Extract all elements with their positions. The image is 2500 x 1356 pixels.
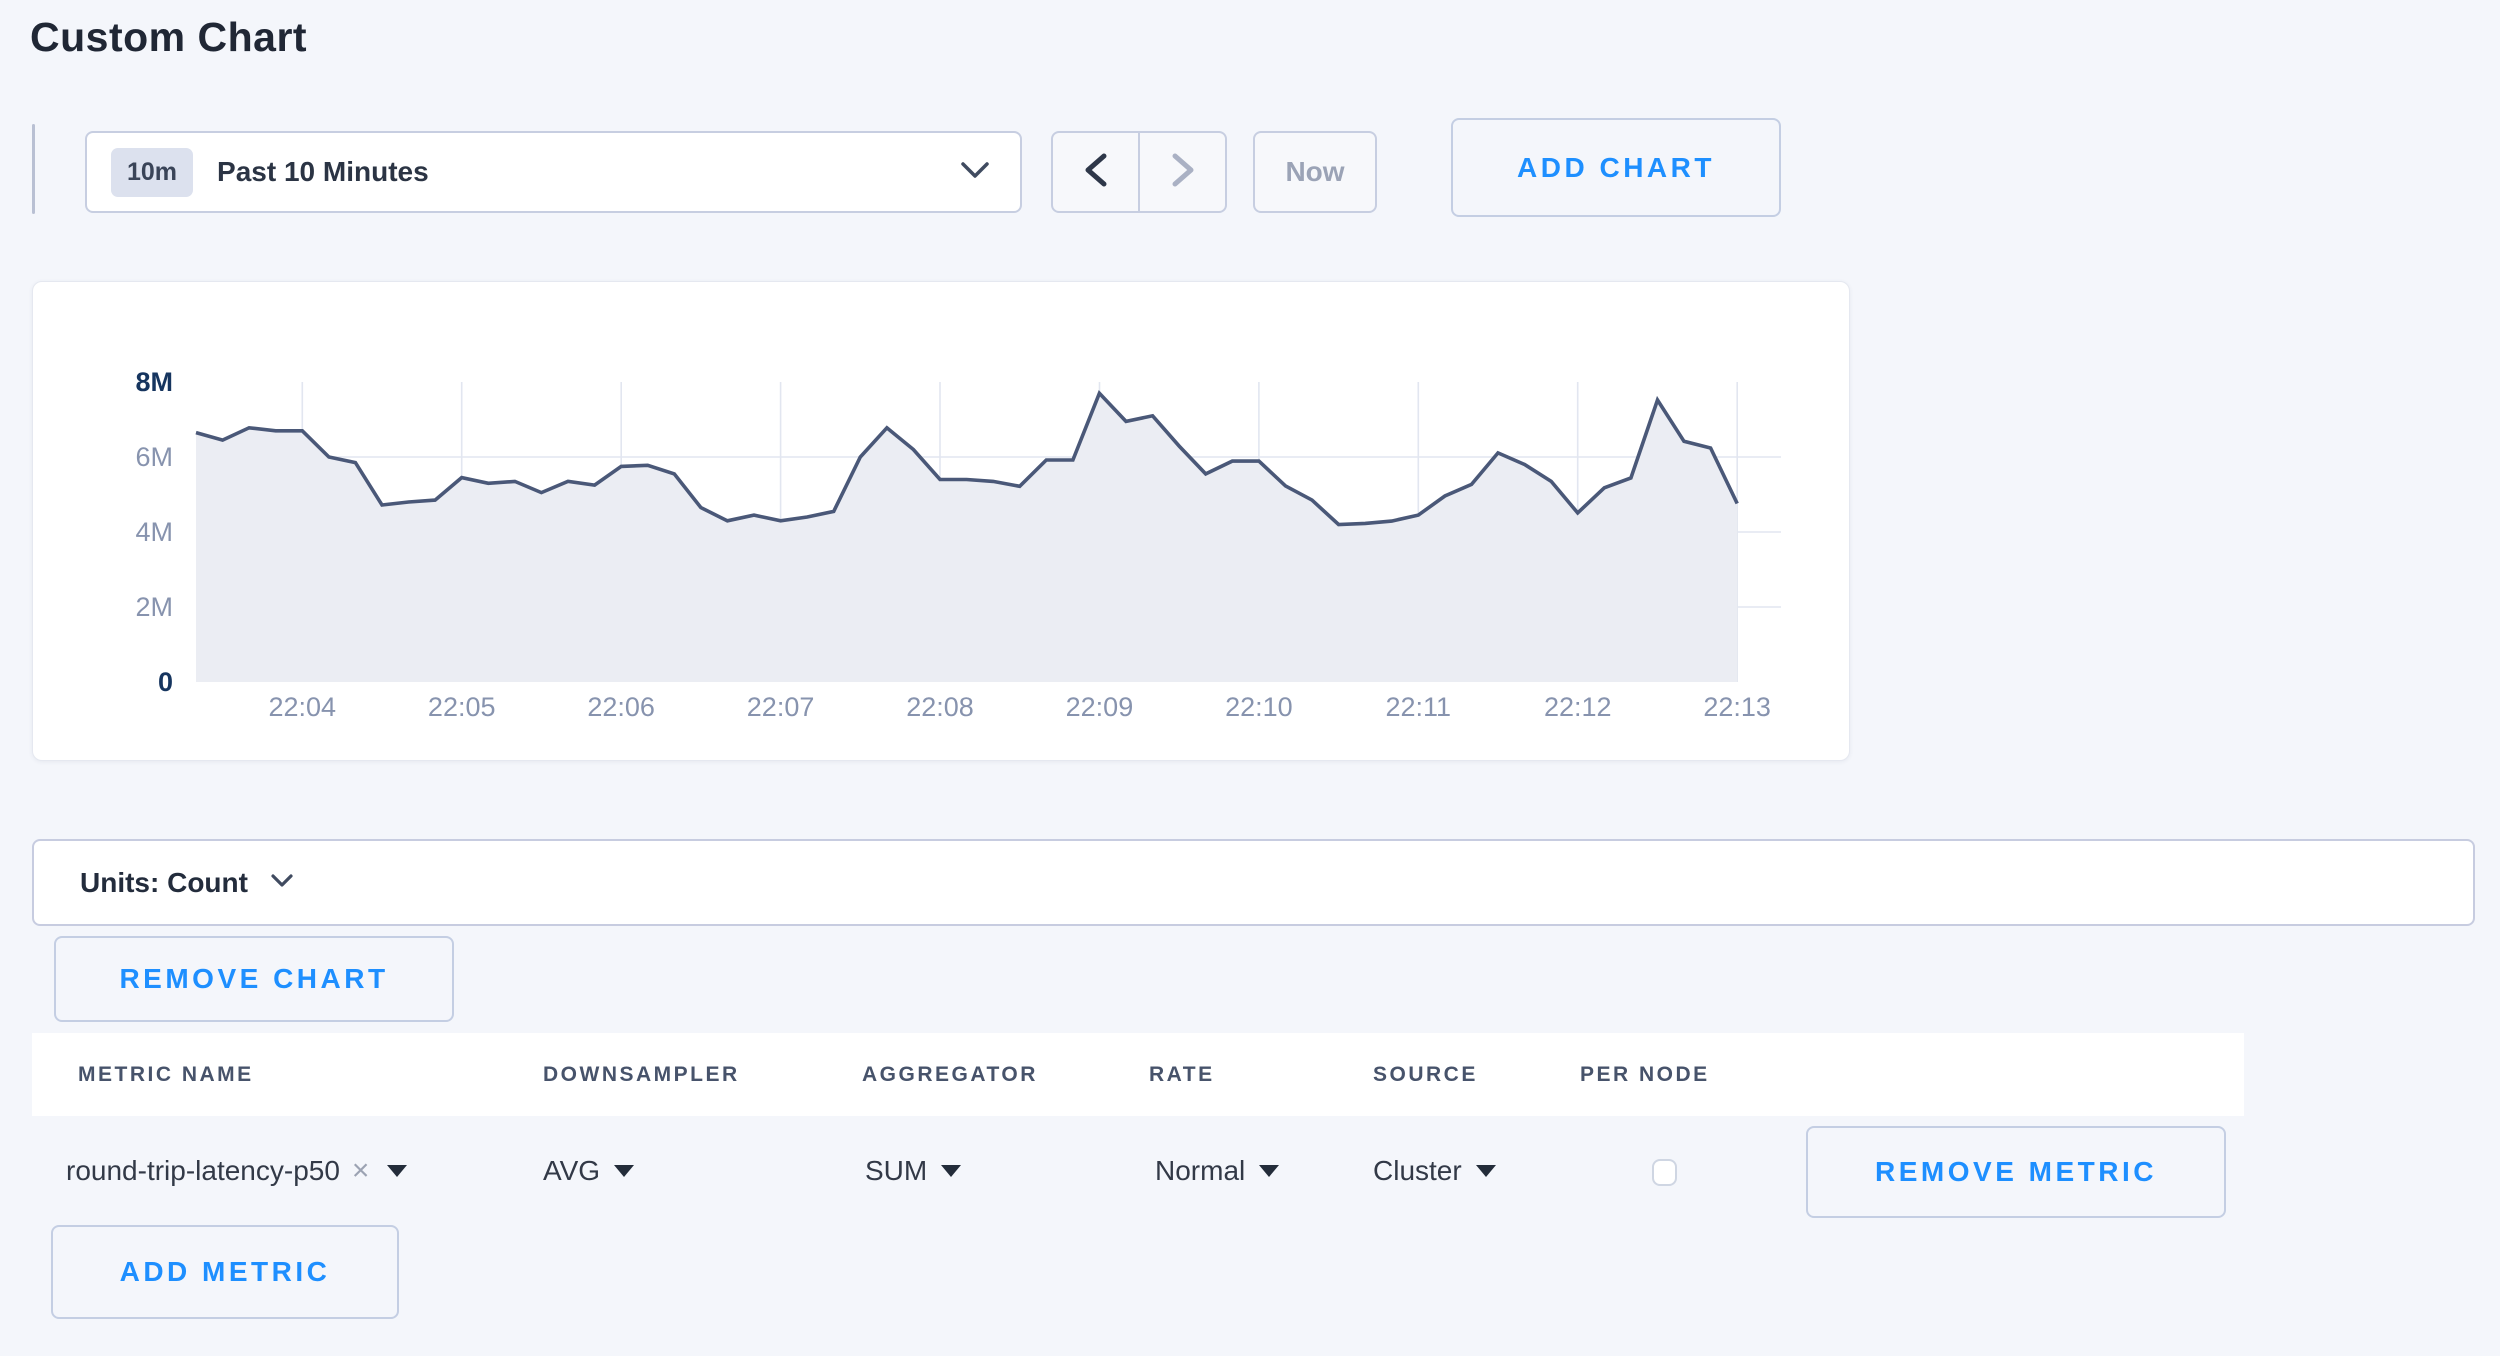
x-axis-tick-label: 22:06 xyxy=(587,692,655,722)
source-dropdown[interactable]: Cluster xyxy=(1373,1116,1496,1226)
page-title: Custom Chart xyxy=(30,14,308,60)
y-axis-tick-label: 0 xyxy=(157,667,173,697)
time-range-label: Past 10 Minutes xyxy=(217,156,429,187)
chevron-left-icon xyxy=(1083,152,1109,193)
metric-name-dropdown[interactable]: round-trip-latency-p50 × xyxy=(66,1116,408,1226)
chevron-right-icon xyxy=(1170,152,1196,193)
next-time-button[interactable] xyxy=(1140,133,1225,211)
x-axis-tick-label: 22:07 xyxy=(746,692,815,722)
table-row: round-trip-latency-p50 × AVG SUM Normal … xyxy=(0,1116,2500,1226)
chevron-down-icon xyxy=(960,161,990,184)
toolbar-divider xyxy=(32,124,35,214)
x-axis-tick-label: 22:09 xyxy=(1065,692,1134,722)
col-downsampler: DOWNSAMPLER xyxy=(543,1063,740,1086)
x-axis-tick-label: 22:11 xyxy=(1385,692,1452,722)
metric-name-value: round-trip-latency-p50 xyxy=(66,1155,340,1186)
time-range-select[interactable]: 10m Past 10 Minutes xyxy=(85,131,1022,213)
x-axis-tick-label: 22:04 xyxy=(268,692,337,722)
units-label: Units: Count xyxy=(80,866,248,898)
x-axis-tick-label: 22:05 xyxy=(427,692,496,722)
add-metric-button[interactable]: ADD METRIC xyxy=(51,1225,399,1319)
y-axis-tick-label: 4M xyxy=(135,517,173,547)
x-axis-tick-label: 22:12 xyxy=(1543,692,1612,722)
units-dropdown[interactable]: Units: Count xyxy=(32,839,2475,926)
x-axis-tick-label: 22:08 xyxy=(906,692,974,722)
add-chart-button[interactable]: ADD CHART xyxy=(1451,118,1781,217)
source-value: Cluster xyxy=(1373,1155,1462,1186)
rate-value: Normal xyxy=(1155,1155,1246,1186)
custom-chart-card: 8M 6M 4M 2M 0 22:04 22:05 22:06 22:07 22:08 22:09… xyxy=(32,281,1850,761)
rate-dropdown[interactable]: Normal xyxy=(1155,1116,1280,1226)
metrics-table-header: METRIC NAME DOWNSAMPLER AGGREGATOR RATE … xyxy=(32,1033,2244,1116)
chevron-down-icon xyxy=(270,873,294,893)
x-axis-tick-label: 22:13 xyxy=(1703,692,1771,722)
remove-metric-button[interactable]: REMOVE METRIC xyxy=(1806,1126,2226,1218)
col-rate: RATE xyxy=(1149,1063,1215,1086)
aggregator-value: SUM xyxy=(865,1155,928,1186)
col-metric-name: METRIC NAME xyxy=(78,1063,254,1086)
downsampler-value: AVG xyxy=(543,1155,601,1186)
remove-chart-button[interactable]: REMOVE CHART xyxy=(54,936,454,1022)
per-node-checkbox[interactable] xyxy=(1652,1159,1677,1186)
caret-down-icon xyxy=(387,1165,408,1177)
col-per-node: PER NODE xyxy=(1580,1063,1710,1086)
caret-down-icon xyxy=(941,1165,962,1177)
x-axis-tick-label: 22:10 xyxy=(1225,692,1293,722)
prev-time-button[interactable] xyxy=(1053,133,1140,211)
time-range-badge: 10m xyxy=(111,147,194,197)
y-axis-tick-label: 6M xyxy=(135,442,173,472)
caret-down-icon xyxy=(1259,1165,1280,1177)
time-window-nav xyxy=(1051,131,1227,213)
y-axis-tick-label: 8M xyxy=(135,367,173,397)
y-axis-tick-label: 2M xyxy=(135,592,173,622)
caret-down-icon xyxy=(1475,1165,1496,1177)
col-source: SOURCE xyxy=(1373,1063,1478,1086)
col-aggregator: AGGREGATOR xyxy=(862,1063,1038,1086)
now-button[interactable]: Now xyxy=(1253,131,1377,213)
aggregator-dropdown[interactable]: SUM xyxy=(865,1116,962,1226)
downsampler-dropdown[interactable]: AVG xyxy=(543,1116,635,1226)
close-icon[interactable]: × xyxy=(351,1154,370,1187)
caret-down-icon xyxy=(614,1165,635,1177)
